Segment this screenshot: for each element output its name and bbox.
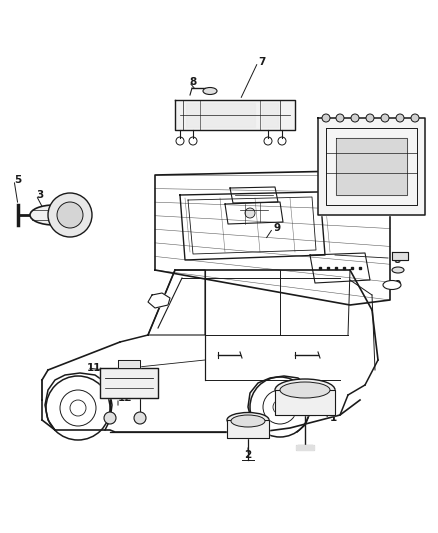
- Ellipse shape: [231, 415, 265, 427]
- Ellipse shape: [383, 280, 401, 289]
- Polygon shape: [100, 368, 158, 398]
- Circle shape: [104, 412, 116, 424]
- Circle shape: [48, 193, 92, 237]
- Text: 2: 2: [244, 450, 251, 460]
- Text: 9: 9: [273, 223, 280, 233]
- Text: 11: 11: [87, 363, 102, 373]
- Text: 5: 5: [14, 175, 21, 185]
- Polygon shape: [318, 118, 425, 215]
- Text: 8: 8: [393, 255, 400, 265]
- Ellipse shape: [227, 413, 269, 427]
- Polygon shape: [392, 252, 408, 260]
- Text: 4: 4: [82, 207, 89, 217]
- Circle shape: [411, 114, 419, 122]
- Ellipse shape: [280, 382, 330, 398]
- Text: 6: 6: [320, 140, 327, 150]
- Polygon shape: [275, 390, 335, 415]
- Ellipse shape: [203, 87, 217, 94]
- Text: 7: 7: [258, 57, 265, 67]
- Circle shape: [366, 114, 374, 122]
- Text: 12: 12: [118, 393, 133, 403]
- Circle shape: [396, 114, 404, 122]
- Circle shape: [134, 412, 146, 424]
- Text: 3: 3: [36, 190, 43, 200]
- Circle shape: [336, 114, 344, 122]
- Polygon shape: [227, 420, 269, 438]
- Polygon shape: [118, 360, 140, 368]
- Circle shape: [351, 114, 359, 122]
- Circle shape: [245, 208, 255, 218]
- Text: 1: 1: [330, 413, 337, 423]
- Polygon shape: [262, 103, 278, 127]
- Text: 8: 8: [189, 77, 196, 87]
- Ellipse shape: [30, 205, 78, 225]
- Circle shape: [57, 202, 83, 228]
- Ellipse shape: [275, 379, 335, 401]
- Polygon shape: [296, 445, 314, 450]
- Polygon shape: [186, 103, 255, 127]
- Circle shape: [381, 114, 389, 122]
- Polygon shape: [148, 293, 170, 308]
- Ellipse shape: [392, 267, 404, 273]
- Polygon shape: [175, 100, 295, 130]
- Polygon shape: [336, 138, 407, 195]
- Text: 10: 10: [388, 280, 403, 290]
- Circle shape: [322, 114, 330, 122]
